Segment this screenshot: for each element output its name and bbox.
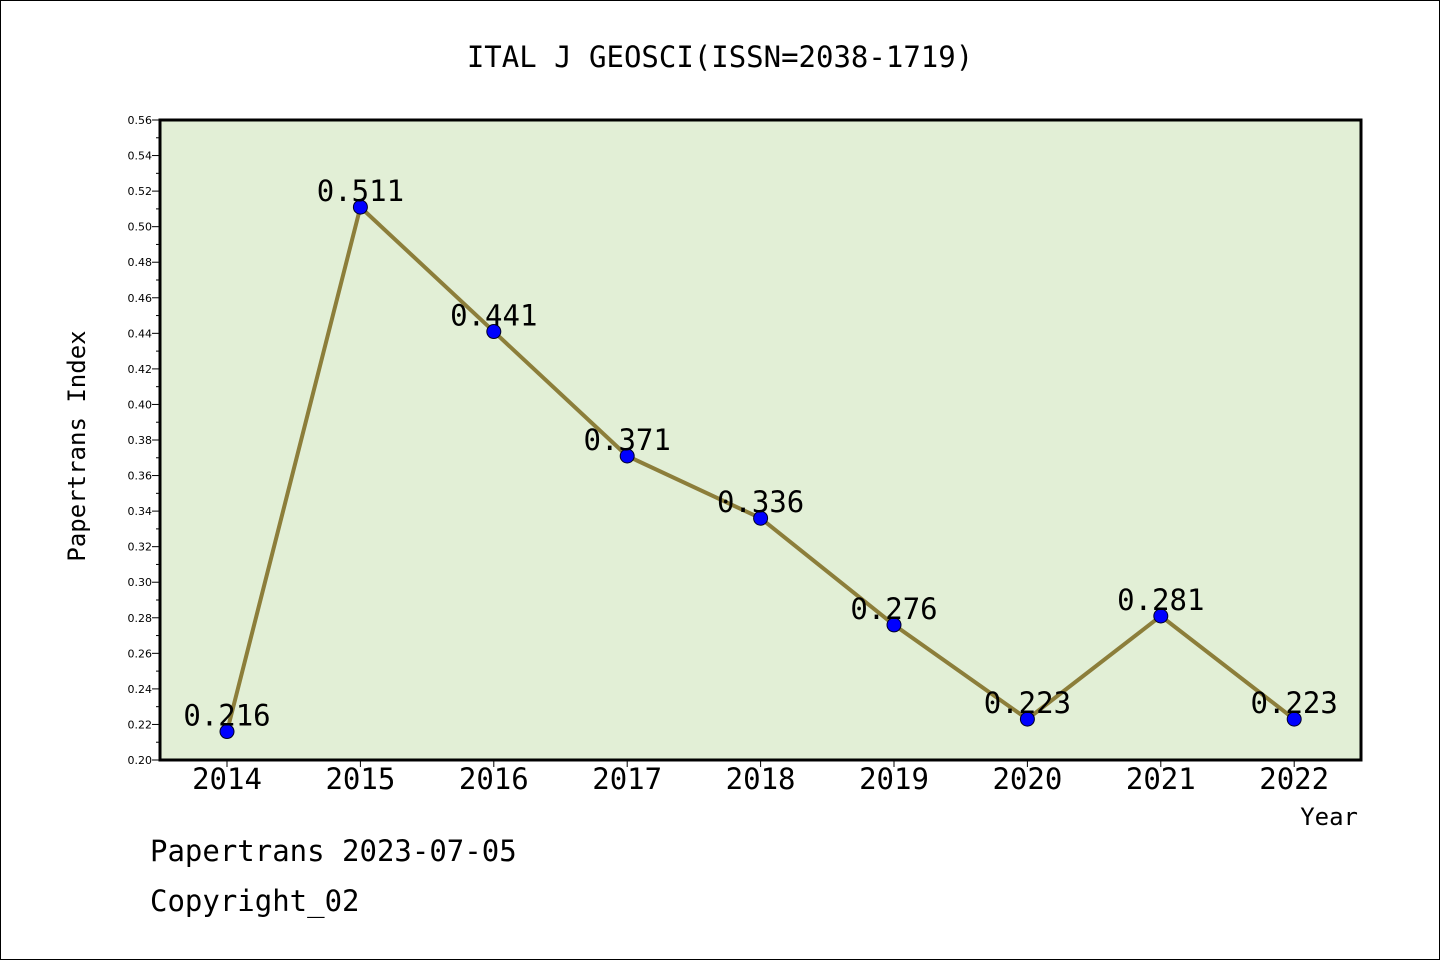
y-tick-label: 0.36 (128, 470, 153, 483)
data-point (219, 724, 235, 740)
chart-title: ITAL J GEOSCI(ISSN=2038-1719) (467, 40, 973, 74)
y-tick-label: 0.40 (128, 398, 153, 411)
x-axis-label: Year (1300, 803, 1358, 831)
y-axis: 0.20 0.22 0.24 0.26 0.28 0.30 0.32 0.34 0.36 0.38… (128, 114, 160, 767)
data-point (352, 199, 368, 215)
y-tick-label: 0.32 (128, 541, 153, 554)
y-tick-label: 0.38 (128, 434, 153, 447)
y-axis-label: Papertrans Index (63, 330, 91, 561)
x-tick-label: 2017 (592, 762, 662, 796)
footer-copyright-text: Copyright_02 (150, 884, 360, 918)
y-tick-label: 0.22 (128, 718, 153, 731)
data-point (1153, 608, 1169, 624)
y-tick-label: 0.48 (128, 256, 153, 269)
data-label: 0.281 (1117, 583, 1204, 617)
data-labels-layer: 0.216 0.511 0.441 0.371 0.336 0.276 0.223 0.281… (183, 174, 1338, 732)
data-point (1019, 711, 1035, 727)
points-layer (219, 199, 1302, 740)
data-point (753, 510, 769, 526)
data-label: 0.336 (717, 485, 804, 519)
y-tick-label: 0.46 (128, 292, 153, 305)
y-tick-label: 0.24 (128, 683, 153, 696)
x-tick-label: 2016 (459, 762, 529, 796)
y-tick-label: 0.44 (128, 327, 153, 340)
x-tick-label: 2022 (1259, 762, 1329, 796)
data-point (486, 324, 502, 340)
data-label: 0.441 (450, 299, 537, 333)
data-label: 0.216 (183, 699, 270, 733)
y-tick-label: 0.26 (128, 647, 153, 660)
plot-area (158, 118, 1363, 762)
y-tick-label: 0.42 (128, 363, 153, 376)
x-tick-label: 2014 (192, 762, 262, 796)
data-label: 0.276 (850, 592, 937, 626)
y-tick-label: 0.28 (128, 612, 153, 625)
x-tick-label: 2020 (992, 762, 1062, 796)
data-point (1286, 711, 1302, 727)
y-tick-label: 0.56 (128, 114, 153, 127)
x-axis: 2014 2015 2016 2017 2018 2019 2020 2021 2022 (192, 760, 1329, 796)
x-tick-label: 2019 (859, 762, 929, 796)
y-tick-label: 0.54 (128, 150, 153, 163)
data-label: 0.223 (984, 686, 1071, 720)
x-tick-label: 2015 (325, 762, 395, 796)
y-tick-label: 0.52 (128, 185, 153, 198)
y-tick-label: 0.50 (128, 221, 153, 234)
x-tick-label: 2018 (726, 762, 796, 796)
y-tick-label: 0.34 (128, 505, 153, 518)
data-label: 0.371 (584, 423, 671, 457)
data-label: 0.223 (1251, 686, 1338, 720)
y-tick-label: 0.30 (128, 576, 153, 589)
data-point (886, 617, 902, 633)
data-label: 0.511 (317, 174, 404, 208)
footer-date-text: Papertrans 2023-07-05 (150, 834, 517, 868)
data-point (619, 448, 635, 464)
x-tick-label: 2021 (1126, 762, 1196, 796)
y-tick-label: 0.20 (128, 754, 153, 767)
